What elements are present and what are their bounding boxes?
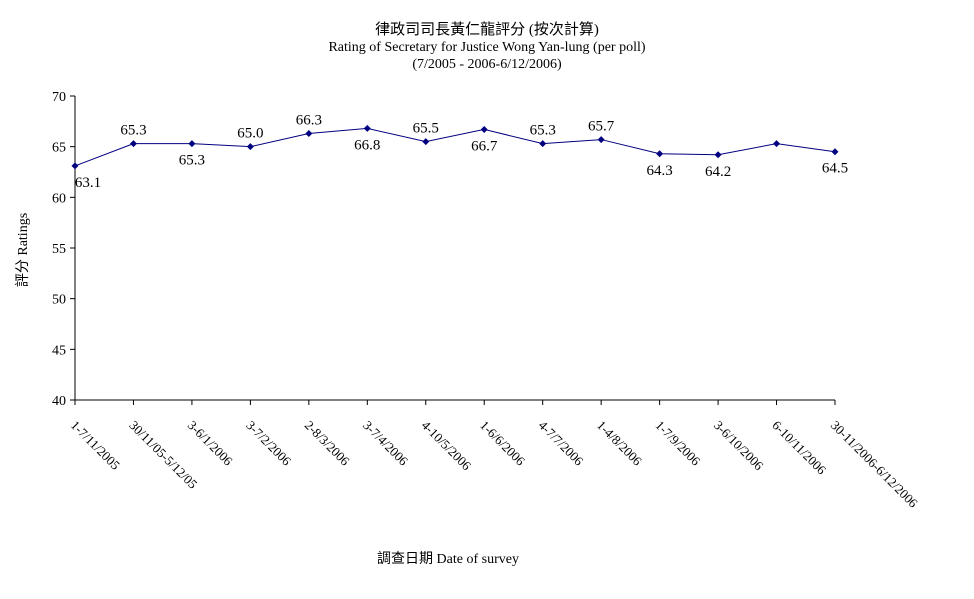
x-tick-label: 3-6/1/2006 [185, 418, 236, 469]
data-label: 66.7 [471, 138, 498, 154]
data-label: 65.3 [179, 153, 205, 169]
data-label: 65.7 [588, 119, 615, 135]
data-point [71, 162, 79, 170]
data-label: 65.5 [413, 121, 439, 137]
data-point [539, 140, 547, 148]
y-tick-label: 40 [52, 394, 66, 409]
chart-title-block: 律政司司長黃仁龍評分 (按次計算) Rating of Secretary fo… [0, 22, 974, 73]
x-tick-label: 4-7/7/2006 [536, 418, 587, 469]
data-point [773, 140, 781, 148]
x-tick-label: 1-7/11/2005 [68, 418, 123, 473]
x-axis-ticks: 1-7/11/2005 30/11/05-5/12/053-6/1/2006 3-7… [68, 400, 921, 511]
data-point [656, 150, 664, 158]
data-label: 64.5 [822, 161, 848, 177]
x-tick-label: 4-10/5/2006 [419, 418, 475, 474]
data-label: 65.3 [120, 123, 146, 139]
y-tick-label: 60 [52, 191, 66, 206]
data-label: 64.2 [705, 164, 731, 180]
data-point [480, 125, 488, 133]
data-label: 65.3 [530, 123, 556, 139]
chart-subtitle-period: (7/2005 - 2006-6/12/2006) [412, 57, 562, 72]
x-axis-label: 調查日期 Date of survey [377, 551, 519, 567]
data-label: 66.3 [296, 112, 322, 128]
x-tick-label: 1-4/8/2006 [594, 418, 645, 469]
data-label: 66.8 [354, 137, 380, 153]
x-tick-label: 3-6/10/2006 [711, 418, 767, 474]
x-tick-label: 1-7/9/2006 [652, 418, 703, 469]
data-label: 64.3 [646, 163, 672, 179]
x-tick-label: 2-8/3/2006 [302, 418, 353, 469]
y-tick-label: 70 [52, 90, 66, 105]
series-polyline [74, 127, 836, 167]
x-tick-label: 30-11/2006-6/12/2006 [828, 418, 921, 511]
data-point [422, 138, 430, 146]
y-tick-label: 50 [52, 293, 66, 308]
y-tick-label: 55 [52, 242, 66, 257]
x-tick-label: 1-6/6/2006 [477, 418, 528, 469]
data-point [363, 124, 371, 132]
data-point [714, 151, 722, 159]
data-label: 65.0 [237, 126, 263, 142]
chart-title: 律政司司長黃仁龍評分 (按次計算) [375, 22, 599, 38]
y-axis-label: 評分 Ratings [15, 213, 31, 287]
data-point [246, 143, 254, 151]
data-point [597, 136, 605, 144]
x-tick-label: 6-10/11/2006 [769, 418, 829, 478]
data-point [188, 140, 196, 148]
data-label: 63.1 [75, 175, 101, 191]
x-tick-label: 3-7/4/2006 [360, 418, 411, 469]
chart-subtitle: Rating of Secretary for Justice Wong Yan… [328, 40, 646, 55]
data-point [831, 148, 839, 156]
x-tick-label: 3-7/2/2006 [243, 418, 294, 469]
data-point [305, 129, 313, 137]
data-labels: 63.1 65.3 65.3 65.0 66.3 66.8 65.5 66.7 65.3 65.7… [75, 112, 848, 190]
chart-axes [74, 96, 835, 401]
y-axis-ticks: 40 45 50 55 60 65 70 [52, 90, 75, 409]
y-tick-label: 65 [52, 141, 66, 156]
data-point [129, 140, 137, 148]
y-tick-label: 45 [52, 343, 66, 358]
series-line [71, 124, 839, 170]
